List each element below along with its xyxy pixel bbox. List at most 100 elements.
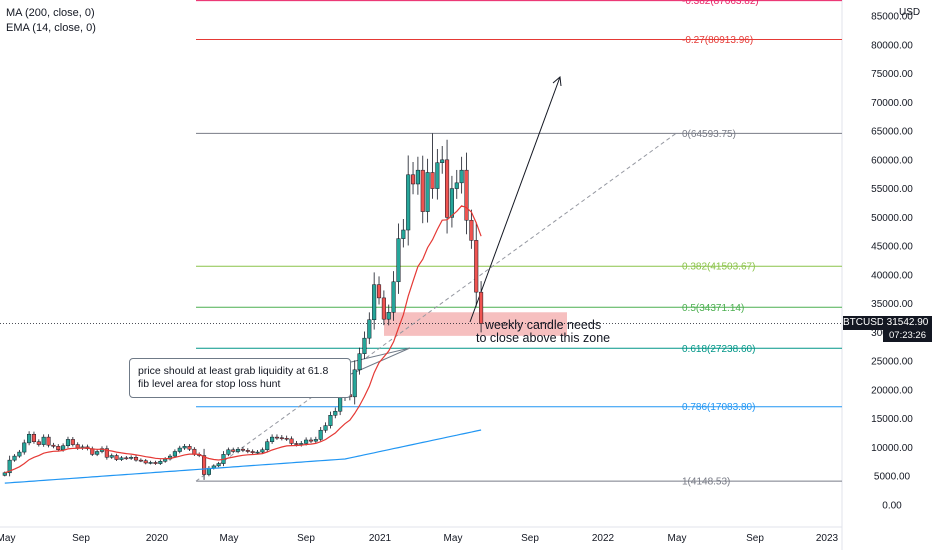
candle-body: [27, 433, 32, 444]
price-tick-label: 70000.00: [871, 98, 913, 109]
price-tick-label: 0.00: [882, 501, 902, 512]
time-tick-label: May: [668, 533, 687, 544]
indicator-legend: MA (200, close, 0) EMA (14, close, 0): [6, 6, 96, 36]
time-tick-label: 2020: [146, 533, 169, 544]
fib-level-label: -0.382(87663.82): [682, 0, 759, 7]
candle-body: [420, 169, 425, 212]
candle-body: [133, 457, 139, 461]
price-tick-label: 85000.00: [871, 12, 913, 23]
candle-body: [17, 451, 22, 457]
candle-body: [381, 297, 386, 320]
candle-body: [70, 439, 75, 445]
price-tick-label: 35000.00: [871, 299, 913, 310]
price-tick-label: 50000.00: [871, 213, 913, 224]
candle-body: [182, 446, 187, 449]
candle-body: [362, 337, 367, 354]
currency-label: USD: [899, 7, 921, 18]
ema-14-line: [4, 205, 482, 474]
candle-body: [231, 449, 236, 452]
projection-arrow-line: [469, 76, 561, 323]
fib-level-label: 0.618(27238.60): [682, 344, 755, 355]
candle-body: [7, 459, 12, 474]
price-tick-label: 20000.00: [871, 385, 913, 396]
candle-body: [56, 446, 61, 451]
candle-body: [376, 284, 382, 299]
fib-level-label: 0.786(17083.80): [682, 402, 755, 413]
candle-body: [464, 169, 469, 221]
time-tick-label: Sep: [72, 533, 90, 544]
time-tick-label: Sep: [521, 533, 539, 544]
candle-body: [313, 439, 318, 442]
candle-body: [357, 353, 362, 371]
candle-body: [46, 436, 51, 446]
current-price-badge: BTCUSD 31542.90 07:23:26: [843, 316, 932, 342]
candle-body: [401, 229, 406, 239]
candle-body: [459, 169, 464, 184]
price-tick-label: 45000.00: [871, 242, 913, 253]
price-tick-label: 80000.00: [871, 40, 913, 51]
candle-body: [65, 439, 71, 446]
resistance-zone: [384, 312, 567, 336]
ema-indicator-label[interactable]: EMA (14, close, 0): [6, 22, 96, 34]
candle-body: [129, 457, 134, 459]
candle-body: [435, 162, 440, 189]
candle-body: [109, 455, 114, 458]
candle-body: [425, 172, 430, 212]
candle-body: [75, 444, 80, 449]
candle-body: [22, 442, 27, 453]
time-tick-label: May: [220, 533, 239, 544]
candle-body: [95, 451, 100, 455]
fib-level-label: 0.382(41503.67): [682, 262, 755, 273]
zone-annotation-text[interactable]: weekly candle needs to close above this …: [476, 319, 610, 345]
candle-body: [284, 438, 289, 440]
candle-body: [440, 159, 445, 163]
trend-dashed-line: [195, 132, 677, 482]
candle-body: [454, 182, 459, 189]
candle-body: [270, 436, 275, 442]
price-axis-panel: [842, 0, 932, 550]
candle-body: [255, 451, 260, 454]
price-tick-label: 60000.00: [871, 155, 913, 166]
candle-body: [449, 188, 454, 218]
candle-body: [352, 369, 357, 398]
candle-body: [119, 457, 124, 460]
candle-body: [372, 284, 377, 321]
candle-body: [328, 415, 333, 426]
candle-body: [299, 443, 304, 445]
candle-body: [260, 449, 265, 453]
candle-body: [367, 319, 372, 339]
candle-body: [430, 172, 435, 189]
candle-body: [279, 437, 284, 439]
candle-body: [479, 291, 484, 324]
candle-body: [469, 219, 474, 241]
liquidity-note-callout[interactable]: price should at least grab liquidity at …: [129, 358, 351, 398]
candle-body: [163, 458, 168, 462]
price-tick-label: 40000.00: [871, 270, 913, 281]
zone-annotation-line1: weekly candle needs: [485, 318, 602, 332]
projection-arrow-head: [552, 76, 562, 87]
candle-body: [386, 312, 391, 320]
symbol-badge: BTCUSD: [843, 316, 885, 330]
candle-countdown: 07:23:26: [883, 330, 932, 342]
candle-body: [445, 159, 450, 218]
candle-body: [410, 174, 416, 185]
candle-body: [396, 238, 401, 283]
ma-200-line: [4, 429, 482, 484]
candle-body: [148, 462, 153, 464]
time-tick-label: May: [444, 533, 463, 544]
price-tick-label: 5000.00: [874, 472, 911, 483]
candle-body: [318, 429, 323, 440]
price-tick-label: 10000.00: [871, 443, 913, 454]
time-tick-label: 2022: [592, 533, 615, 544]
candle-body: [61, 445, 66, 451]
candle-body: [124, 457, 129, 460]
candle-body: [304, 439, 309, 444]
ma-indicator-label[interactable]: MA (200, close, 0): [6, 7, 95, 19]
candle-body: [474, 240, 479, 293]
candle-body: [12, 455, 17, 461]
candle-body: [202, 455, 207, 475]
last-price-value: 31542.90: [883, 316, 932, 330]
candle-body: [51, 444, 56, 447]
